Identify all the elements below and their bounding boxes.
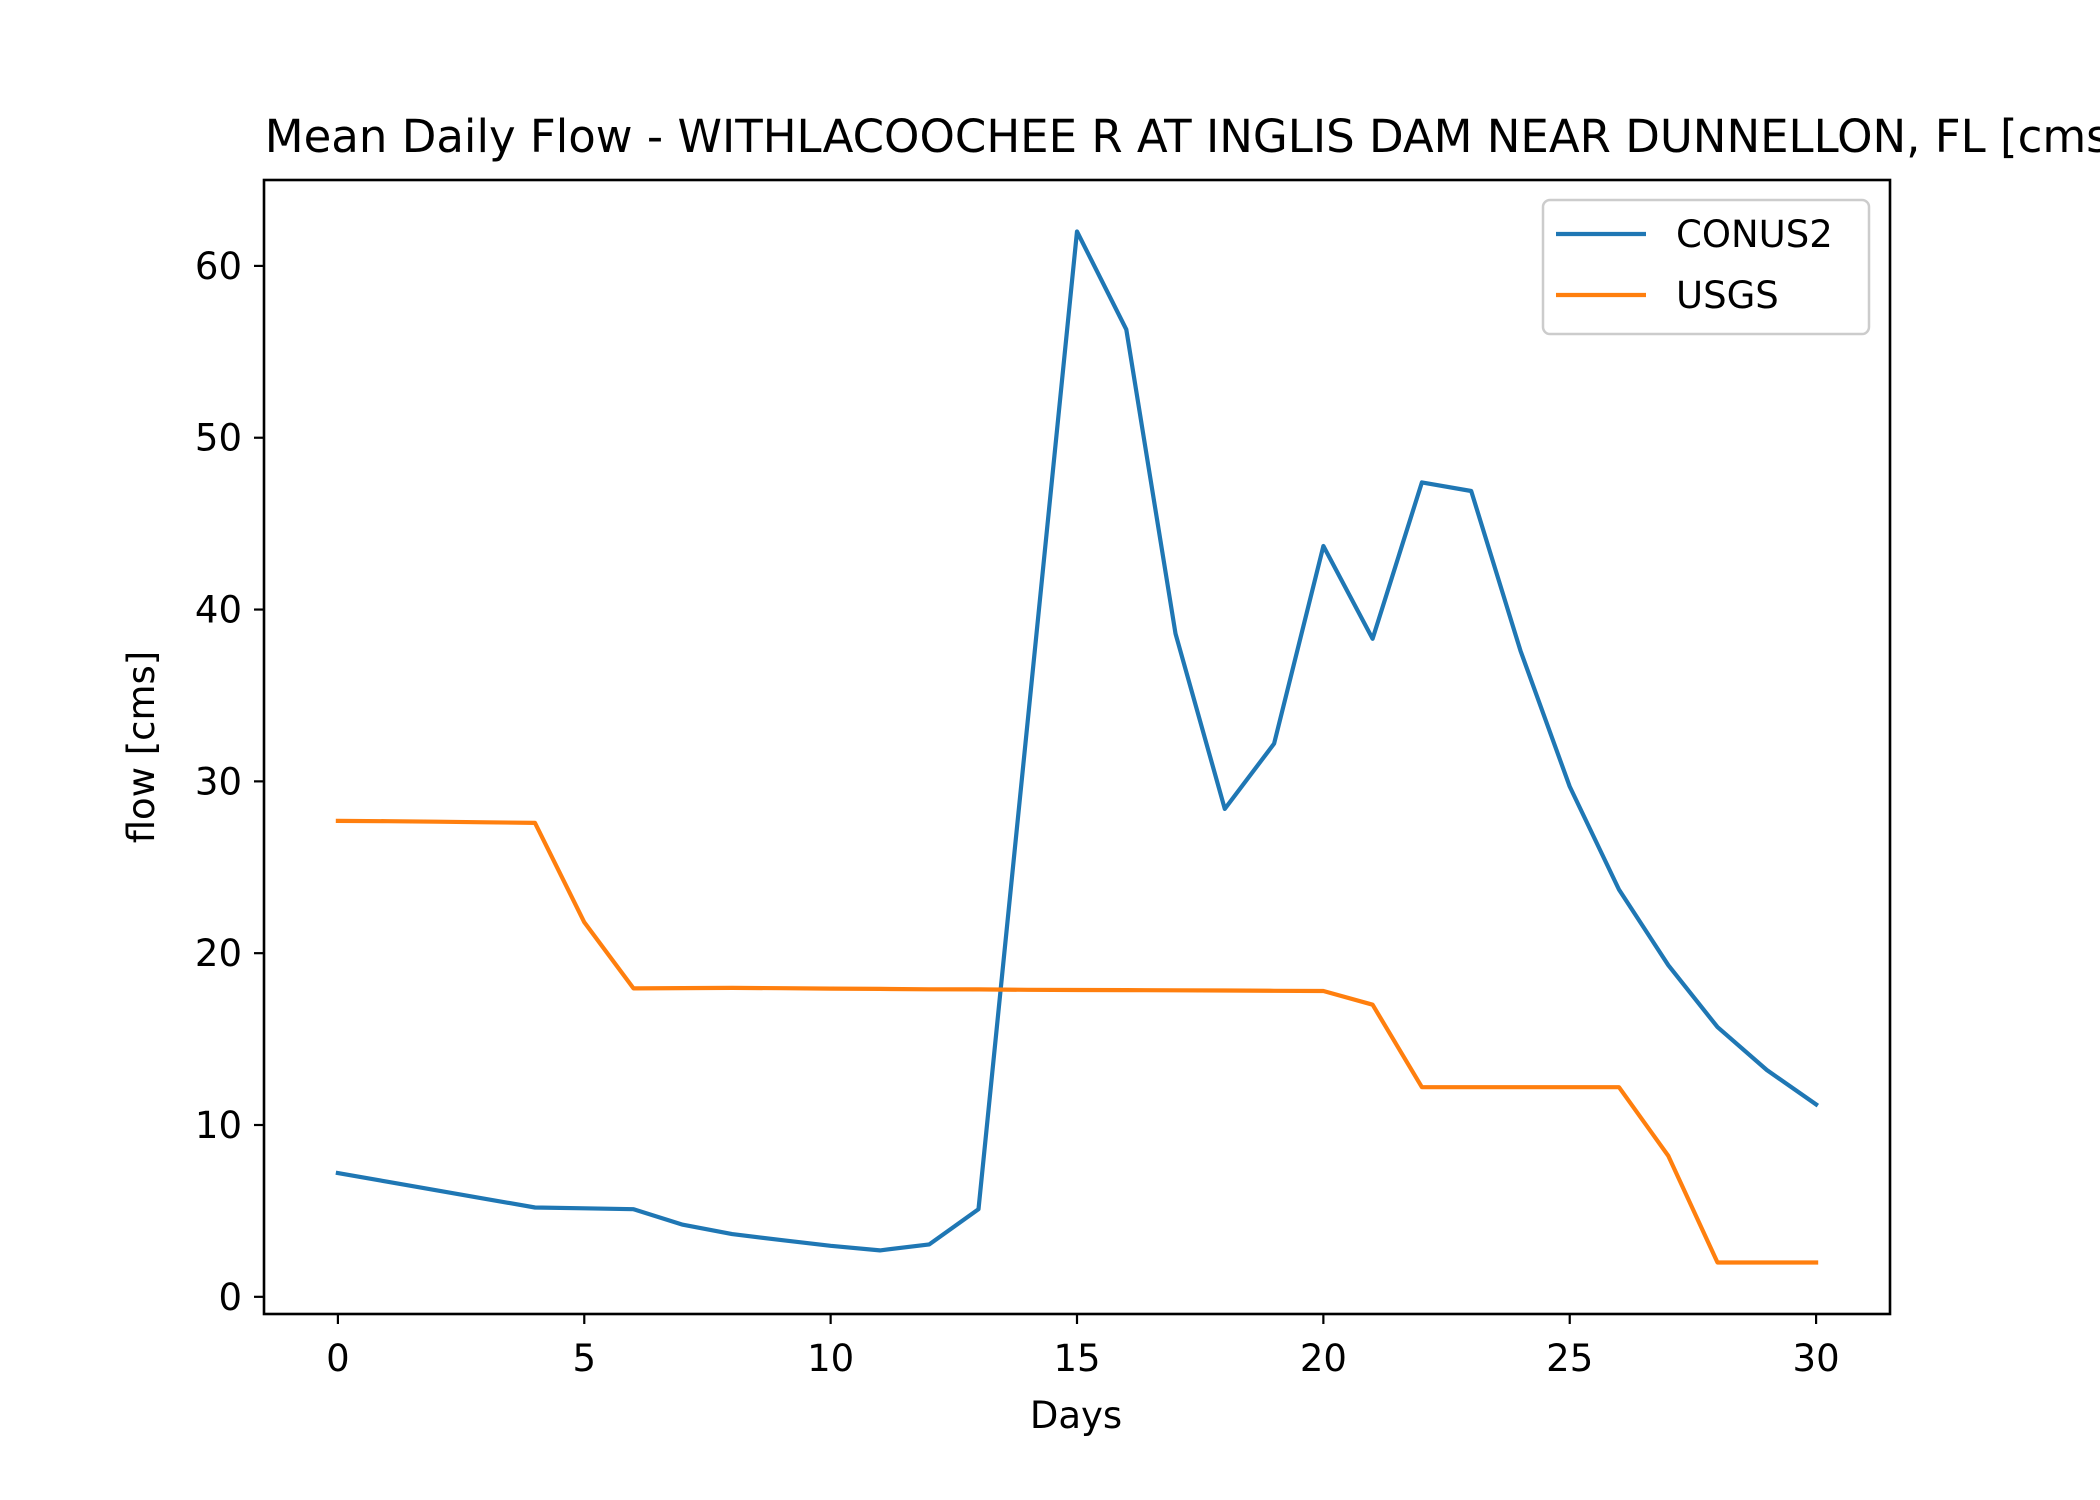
y-axis: 0 10 20 30 40 50 60 <box>195 245 264 1319</box>
x-axis: 0 5 10 15 20 25 30 <box>326 1314 1840 1380</box>
plot-frame <box>262 178 1892 1316</box>
y-tick-label: 30 <box>195 760 242 803</box>
x-tick-label: 5 <box>572 1337 596 1380</box>
y-tick-label: 60 <box>195 245 242 288</box>
legend: CONUS2 USGS <box>1541 198 1871 336</box>
series-lines <box>335 229 1820 1265</box>
y-tick-label: 10 <box>195 1104 242 1147</box>
legend-label-usgs: USGS <box>1676 274 1779 317</box>
x-tick-label: 25 <box>1546 1337 1593 1380</box>
x-tick-label: 15 <box>1053 1337 1100 1380</box>
y-tick-label: 20 <box>195 932 242 975</box>
y-tick-label: 50 <box>195 417 242 460</box>
x-tick-label: 0 <box>326 1337 350 1380</box>
x-tick-label: 20 <box>1300 1337 1347 1380</box>
y-axis-label: flow [cms] <box>120 651 163 844</box>
series-line-usgs <box>335 818 1819 1265</box>
chart-title: Mean Daily Flow - WITHLACOOCHEE R AT ING… <box>265 110 2100 163</box>
y-tick-label: 40 <box>195 589 242 632</box>
x-tick-label: 10 <box>807 1337 854 1380</box>
x-tick-label: 30 <box>1793 1337 1840 1380</box>
y-tick-label: 0 <box>218 1276 242 1319</box>
series-line-conus2 <box>335 229 1820 1253</box>
legend-label-conus2: CONUS2 <box>1676 213 1833 256</box>
x-axis-label: Days <box>1030 1394 1122 1437</box>
